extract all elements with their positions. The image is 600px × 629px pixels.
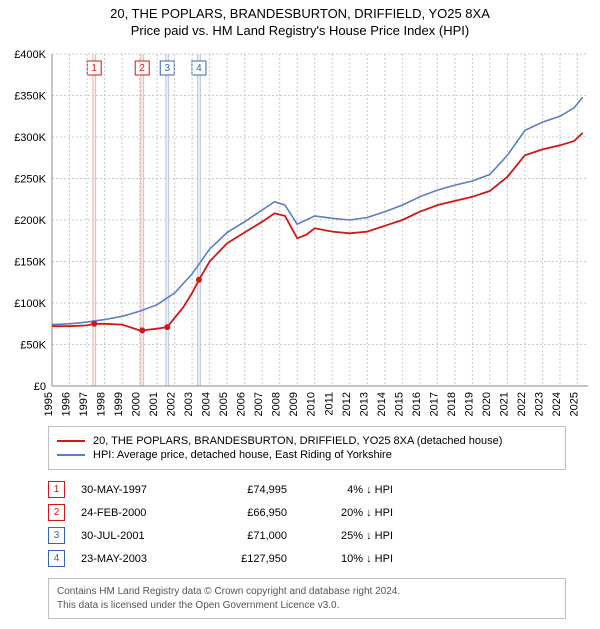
- x-tick-label: 2014: [376, 392, 388, 416]
- transaction-row: 1 30-MAY-1997 £74,995 4% ↓ HPI: [48, 478, 566, 501]
- transaction-date: 24-FEB-2000: [81, 507, 191, 519]
- transaction-marker: 4: [48, 550, 65, 567]
- transaction-delta: 10% ↓ HPI: [303, 553, 393, 565]
- x-tick-label: 2020: [481, 392, 493, 416]
- legend-swatch: [57, 454, 85, 456]
- transaction-row: 3 30-JUL-2001 £71,000 25% ↓ HPI: [48, 524, 566, 547]
- chart-titles: 20, THE POPLARS, BRANDESBURTON, DRIFFIEL…: [0, 0, 600, 40]
- transactions-table: 1 30-MAY-1997 £74,995 4% ↓ HPI 2 24-FEB-2000 £…: [48, 478, 566, 570]
- transaction-delta: 4% ↓ HPI: [303, 484, 393, 496]
- tx-band-marker-label: 3: [164, 63, 170, 74]
- transaction-price: £74,995: [207, 484, 287, 496]
- transaction-marker: 1: [48, 481, 65, 498]
- series-property-point: [164, 324, 170, 330]
- x-tick-label: 1998: [96, 392, 108, 416]
- transaction-delta: 25% ↓ HPI: [303, 530, 393, 542]
- x-tick-label: 2025: [568, 392, 580, 416]
- y-tick-label: £250K: [14, 174, 46, 186]
- chart: 1 2 3 4 £0 £50K £100K £150K £200K £250K £300K £350K…: [0, 40, 600, 420]
- y-tick-label: £100K: [14, 298, 46, 310]
- y-tick-label: £200K: [14, 215, 46, 227]
- x-tick-label: 2024: [551, 392, 563, 416]
- y-tick-label: £50K: [20, 340, 46, 352]
- x-tick-label: 2004: [201, 392, 213, 416]
- x-tick-label: 2016: [411, 392, 423, 416]
- legend-label: HPI: Average price, detached house, East…: [93, 449, 392, 461]
- transaction-price: £66,950: [207, 507, 287, 519]
- x-tick-label: 2008: [271, 392, 283, 416]
- series-property-point: [196, 277, 202, 283]
- series-property-point: [91, 321, 97, 327]
- x-tick-label: 2010: [306, 392, 318, 416]
- transaction-delta: 20% ↓ HPI: [303, 507, 393, 519]
- x-tick-label: 2015: [393, 392, 405, 416]
- y-tick-label: £300K: [14, 132, 46, 144]
- x-tick-label: 2005: [218, 392, 230, 416]
- x-tick-label: 1995: [43, 392, 55, 416]
- x-tick-label: 2000: [131, 392, 143, 416]
- transaction-marker: 3: [48, 527, 65, 544]
- x-tick-label: 1997: [78, 392, 90, 416]
- series-property-point: [139, 327, 145, 333]
- y-tick-label: £0: [34, 381, 46, 393]
- x-tick-label: 2022: [516, 392, 528, 416]
- legend-swatch: [57, 440, 85, 442]
- transaction-date: 30-JUL-2001: [81, 530, 191, 542]
- transaction-row: 2 24-FEB-2000 £66,950 20% ↓ HPI: [48, 501, 566, 524]
- x-tick-label: 1999: [113, 392, 125, 416]
- x-tick-label: 2023: [533, 392, 545, 416]
- transaction-price: £71,000: [207, 530, 287, 542]
- tx-band-marker-label: 2: [139, 63, 145, 74]
- x-tick-label: 2009: [288, 392, 300, 416]
- tx-band-marker-label: 1: [91, 63, 97, 74]
- transaction-date: 23-MAY-2003: [81, 553, 191, 565]
- transaction-row: 4 23-MAY-2003 £127,950 10% ↓ HPI: [48, 547, 566, 570]
- x-tick-label: 2002: [166, 392, 178, 416]
- x-tick-label: 2011: [323, 392, 335, 416]
- x-tick-label: 2006: [236, 392, 248, 416]
- tx-band-marker-label: 4: [196, 63, 202, 74]
- x-tick-label: 2021: [498, 392, 510, 416]
- x-tick-label: 1996: [61, 392, 73, 416]
- legend-row: 20, THE POPLARS, BRANDESBURTON, DRIFFIEL…: [57, 435, 557, 447]
- transaction-price: £127,950: [207, 553, 287, 565]
- x-tick-label: 2003: [183, 392, 195, 416]
- legend-label: 20, THE POPLARS, BRANDESBURTON, DRIFFIEL…: [93, 435, 502, 447]
- x-tick-label: 2012: [341, 392, 353, 416]
- legend-row: HPI: Average price, detached house, East…: [57, 449, 557, 461]
- transaction-date: 30-MAY-1997: [81, 484, 191, 496]
- x-tick-label: 2013: [358, 392, 370, 416]
- legend: 20, THE POPLARS, BRANDESBURTON, DRIFFIEL…: [48, 426, 566, 470]
- y-tick-label: £350K: [14, 91, 46, 103]
- x-tick-label: 2017: [428, 392, 440, 416]
- title-line2: Price paid vs. HM Land Registry's House …: [8, 23, 592, 38]
- y-tick-label: £400K: [14, 49, 46, 61]
- x-tick-label: 2018: [446, 392, 458, 416]
- chart-svg: 1 2 3 4 £0 £50K £100K £150K £200K £250K £300K £350K…: [0, 40, 600, 420]
- x-tick-label: 2019: [463, 392, 475, 416]
- footer-line1: Contains HM Land Registry data © Crown c…: [57, 585, 557, 599]
- transaction-marker: 2: [48, 504, 65, 521]
- x-tick-label: 2001: [148, 392, 160, 416]
- y-tick-label: £150K: [14, 257, 46, 269]
- footer: Contains HM Land Registry data © Crown c…: [48, 578, 566, 619]
- footer-line2: This data is licensed under the Open Gov…: [57, 599, 557, 613]
- x-tick-label: 2007: [253, 392, 265, 416]
- title-line1: 20, THE POPLARS, BRANDESBURTON, DRIFFIEL…: [8, 6, 592, 21]
